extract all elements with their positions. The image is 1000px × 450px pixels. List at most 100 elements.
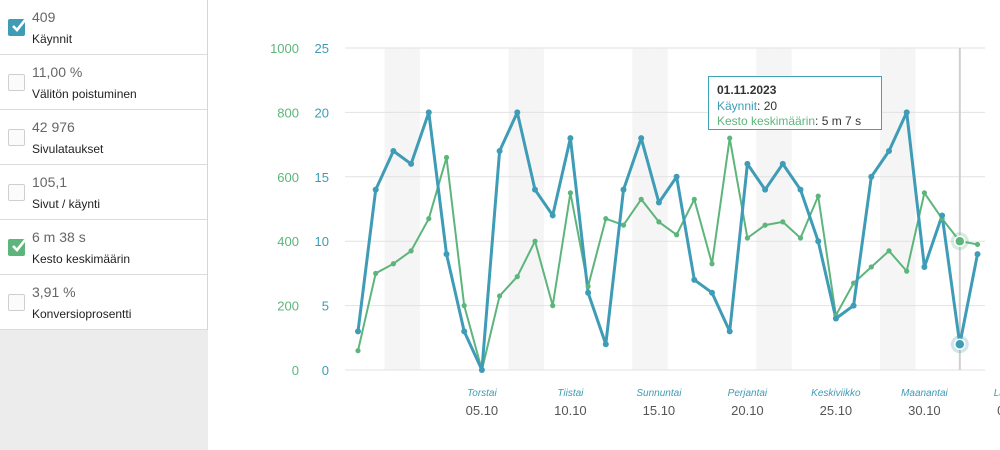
x-tick-day: Maanantai <box>901 388 948 399</box>
data-point <box>620 186 627 193</box>
data-point <box>868 173 875 180</box>
weekend-band <box>880 48 898 370</box>
metric-checkbox[interactable] <box>8 294 25 311</box>
data-point <box>727 135 733 141</box>
data-point <box>921 263 928 270</box>
y-right-tick-label: 10 <box>315 234 329 249</box>
data-point <box>974 251 981 258</box>
data-point <box>373 270 379 276</box>
data-point <box>762 186 769 193</box>
weekend-band <box>632 48 651 370</box>
y-right-tick-label: 15 <box>315 170 329 185</box>
data-point <box>408 248 414 254</box>
metric-checkbox[interactable] <box>8 19 26 36</box>
tooltip-visits-label: Käynnit <box>717 99 758 113</box>
y-left-tick-label: 1000 <box>270 41 299 56</box>
x-tick-date: 30.10 <box>908 403 941 418</box>
weekend-band <box>508 48 527 370</box>
data-point <box>390 148 397 155</box>
metric-item[interactable]: 11,00 % Välitön poistuminen <box>0 55 207 110</box>
data-point <box>567 135 574 142</box>
data-point <box>744 235 751 241</box>
data-point <box>585 283 591 289</box>
left-axis-ticks: 0 200 400 600 800 1000 <box>270 41 299 378</box>
metric-label: Sivut / käynti <box>32 197 101 211</box>
data-point <box>903 109 910 116</box>
data-point <box>674 232 680 238</box>
data-point <box>744 160 751 167</box>
metric-item[interactable]: 105,1 Sivut / käynti <box>0 165 207 220</box>
y-left-tick-label: 400 <box>277 234 299 249</box>
metric-checkbox[interactable] <box>8 239 26 256</box>
data-point <box>603 216 609 222</box>
data-point <box>532 238 538 244</box>
tooltip-visits-value: 20 <box>763 99 778 113</box>
data-point <box>443 154 450 161</box>
data-point <box>443 251 450 258</box>
data-point <box>532 186 538 193</box>
metric-checkbox[interactable] <box>8 184 25 201</box>
x-tick-date: 20.10 <box>731 403 764 418</box>
y-right-tick-label: 0 <box>322 363 329 378</box>
data-point <box>780 219 786 225</box>
x-tick-day: Tiistai <box>557 388 584 399</box>
data-point <box>602 341 609 348</box>
data-point <box>638 196 644 202</box>
metric-value: 42 976 <box>32 119 75 135</box>
weekend-band <box>650 48 668 370</box>
x-tick-date: 10.10 <box>554 403 587 418</box>
x-tick-day: Perjantai <box>728 388 768 399</box>
series-line <box>356 110 979 372</box>
metric-value: 3,91 % <box>32 284 76 300</box>
y-left-tick-label: 800 <box>277 105 299 120</box>
x-tick-date: 04.11 <box>997 403 1000 418</box>
data-point <box>514 109 521 116</box>
metric-item[interactable]: 409 Käynnit <box>0 0 207 55</box>
weekend-band <box>402 48 420 370</box>
chart-tooltip: 01.11.2023 Käynnit: 20 Kesto keskimäärin… <box>708 76 882 130</box>
x-tick-date: 25.10 <box>820 403 853 418</box>
y-left-tick-label: 0 <box>292 363 299 378</box>
data-point <box>355 348 361 354</box>
metric-checkbox[interactable] <box>8 129 25 146</box>
data-point <box>426 216 432 222</box>
x-axis-ticks: Torstai 05.10 Tiistai 10.10 Sunnuntai 15.10 Pe… <box>466 388 1000 418</box>
tooltip-duration-value: 5 m 7 s <box>821 114 862 128</box>
data-point <box>585 289 592 296</box>
data-point <box>886 148 892 155</box>
data-point <box>461 328 468 335</box>
data-point <box>656 219 662 225</box>
data-point <box>709 289 715 296</box>
metric-item[interactable]: 6 m 38 s Kesto keskimäärin <box>0 220 207 275</box>
highlight-point <box>954 338 966 350</box>
data-point <box>549 212 556 219</box>
metric-value: 105,1 <box>32 174 68 190</box>
data-point <box>550 303 556 309</box>
y-left-tick-label: 600 <box>277 170 299 185</box>
data-point <box>921 190 928 196</box>
data-point <box>850 302 857 309</box>
data-point <box>815 193 821 199</box>
data-point <box>691 196 697 202</box>
metric-label: Välitön poistuminen <box>32 87 137 101</box>
metric-label: Sivulataukset <box>32 142 104 156</box>
data-point <box>496 148 503 155</box>
right-axis-ticks: 0 5 10 15 20 25 <box>315 41 329 378</box>
x-tick-day: Sunnuntai <box>636 388 682 399</box>
y-right-tick-label: 20 <box>315 105 329 120</box>
x-tick-date: 15.10 <box>643 403 676 418</box>
weekend-band <box>526 48 544 370</box>
metric-item[interactable]: 3,91 % Konversioprosentti <box>0 275 207 330</box>
tooltip-duration-label: Kesto keskimäärin <box>717 114 816 128</box>
y-right-tick-label: 25 <box>315 41 329 56</box>
highlight-point <box>954 235 966 247</box>
metric-value: 11,00 % <box>32 64 83 80</box>
data-point <box>567 190 574 196</box>
metric-checkbox[interactable] <box>8 74 25 91</box>
data-point <box>886 248 892 254</box>
data-point <box>620 222 627 228</box>
x-tick-date: 05.10 <box>466 403 499 418</box>
metric-item[interactable]: 42 976 Sivulataukset <box>0 110 207 165</box>
data-point <box>497 293 503 299</box>
